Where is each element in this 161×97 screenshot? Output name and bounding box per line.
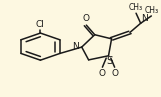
Text: N: N — [141, 14, 148, 23]
Text: N: N — [72, 42, 79, 51]
Text: CH₃: CH₃ — [128, 3, 142, 12]
Text: O: O — [99, 69, 106, 78]
Text: S: S — [106, 56, 113, 66]
Text: O: O — [82, 14, 89, 23]
Text: O: O — [111, 69, 118, 78]
Text: CH₃: CH₃ — [145, 6, 159, 15]
Text: Cl: Cl — [36, 20, 45, 29]
